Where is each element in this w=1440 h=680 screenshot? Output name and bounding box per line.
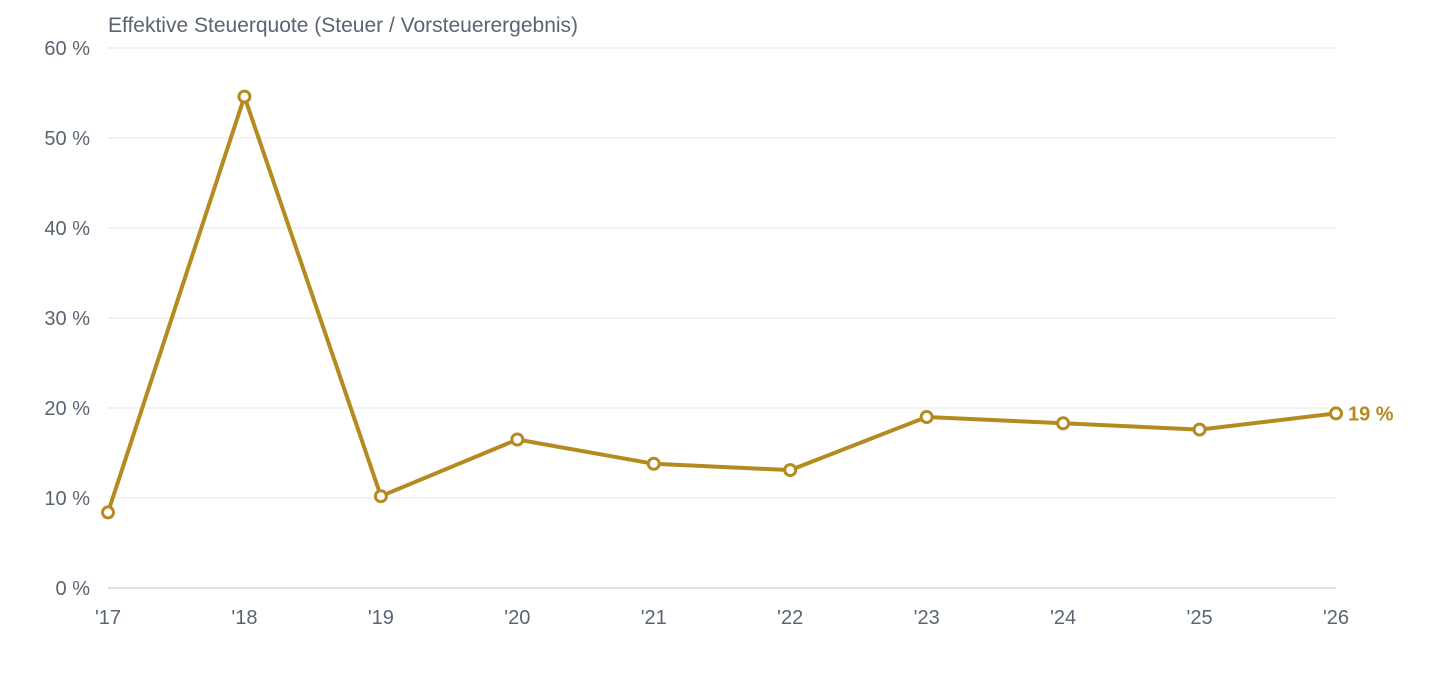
y-tick-label: 10 % bbox=[44, 488, 90, 510]
markers bbox=[101, 89, 1343, 520]
x-tick-label: '21 bbox=[641, 607, 667, 629]
y-tick-label: 60 % bbox=[44, 38, 90, 60]
y-axis-ticks: 0 % 10 % 20 % 30 % 40 % 50 % 60 % bbox=[44, 38, 90, 600]
x-axis-ticks: '17 '18 '19 '20 '21 '22 '23 '24 '25 '26 bbox=[95, 607, 1349, 629]
x-tick-label: '23 bbox=[914, 607, 940, 629]
x-tick-label: '20 bbox=[504, 607, 530, 629]
series-line bbox=[106, 94, 1338, 515]
chart-title: Effektive Steuerquote (Steuer / Vorsteue… bbox=[108, 14, 578, 37]
data-point bbox=[373, 489, 388, 504]
x-tick-label: '19 bbox=[368, 607, 394, 629]
data-point bbox=[783, 463, 798, 478]
y-tick-label: 20 % bbox=[44, 398, 90, 420]
x-tick-label: '18 bbox=[231, 607, 257, 629]
data-point bbox=[646, 456, 661, 471]
series-layer bbox=[106, 94, 1338, 515]
data-point bbox=[237, 89, 252, 104]
x-tick-label: '17 bbox=[95, 607, 121, 629]
x-tick-label: '26 bbox=[1323, 607, 1349, 629]
data-point bbox=[510, 432, 525, 447]
y-tick-label: 50 % bbox=[44, 128, 90, 150]
x-tick-label: '24 bbox=[1050, 607, 1076, 629]
y-tick-label: 30 % bbox=[44, 308, 90, 330]
x-tick-label: '22 bbox=[777, 607, 803, 629]
end-value-label: 19 % bbox=[1348, 403, 1394, 425]
data-point bbox=[1192, 422, 1207, 437]
data-point bbox=[1056, 416, 1071, 431]
data-point bbox=[919, 410, 934, 424]
y-tick-label: 0 % bbox=[56, 578, 91, 600]
data-point bbox=[1329, 406, 1343, 421]
x-tick-label: '25 bbox=[1187, 607, 1213, 629]
y-tick-label: 40 % bbox=[44, 218, 90, 240]
data-point bbox=[101, 505, 115, 520]
gridlines bbox=[108, 47, 1336, 589]
